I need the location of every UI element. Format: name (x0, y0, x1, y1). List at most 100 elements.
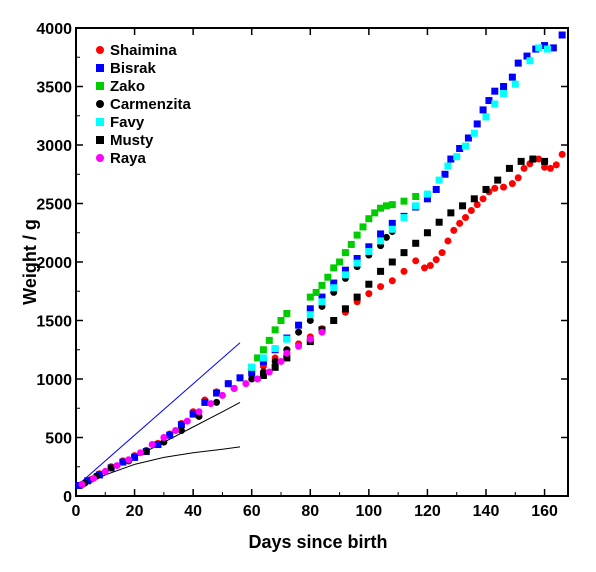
point-bisrak (353, 254, 361, 262)
point-carmenzita (177, 426, 185, 434)
point-raya (230, 384, 238, 392)
point-favy (365, 247, 373, 255)
point-musty (330, 317, 338, 324)
point-bisrak (447, 155, 455, 163)
point-favy (544, 45, 551, 53)
legend-marker-musty (96, 136, 104, 144)
point-zako (306, 293, 314, 301)
point-raya (242, 380, 250, 388)
point-carmenzita (295, 328, 303, 336)
point-musty (271, 363, 279, 371)
point-shaimina (421, 264, 428, 272)
legend-marker-raya (96, 154, 104, 162)
point-bisrak (166, 431, 174, 439)
point-bisrak (523, 52, 531, 60)
point-favy (341, 271, 349, 279)
y-tick-label: 2500 (36, 197, 72, 214)
x-axis-title: Days since birth (248, 532, 387, 552)
point-favy (330, 284, 338, 292)
legend-label-shaimina: Shaimina (110, 42, 177, 59)
y-tick-label: 3000 (36, 138, 72, 155)
point-musty (470, 195, 478, 203)
y-tick-label: 2000 (36, 255, 72, 272)
reference-line-3 (75, 446, 241, 489)
point-bisrak (330, 279, 338, 287)
point-shaimina (541, 163, 549, 171)
point-favy (535, 44, 543, 52)
point-favy (491, 100, 499, 108)
point-zako (318, 281, 326, 289)
point-raya (295, 342, 303, 350)
point-favy (271, 345, 279, 353)
point-bisrak (432, 185, 440, 193)
point-favy (470, 129, 478, 137)
legend-marker-zako (96, 82, 104, 90)
point-musty (400, 249, 408, 257)
point-bisrak (423, 195, 431, 203)
point-carmenzita (306, 317, 314, 324)
point-bisrak (259, 357, 267, 365)
point-raya (90, 474, 98, 482)
point-raya (306, 335, 314, 343)
point-zako (377, 204, 385, 212)
point-shaimina (444, 237, 452, 245)
x-tick-label: 80 (301, 503, 319, 520)
y-tick-label: 1000 (36, 372, 72, 389)
point-shaimina (535, 155, 543, 163)
point-raya (218, 391, 226, 399)
point-shaimina (426, 262, 434, 270)
point-zako (330, 264, 338, 272)
point-shaimina (388, 277, 396, 285)
point-shaimina (412, 257, 420, 265)
point-favy (388, 225, 396, 233)
x-tick-label: 140 (473, 503, 500, 520)
point-musty (259, 371, 267, 379)
point-zako (341, 249, 349, 257)
point-shaimina (456, 219, 464, 227)
point-zako (412, 192, 420, 200)
y-tick-label: 1500 (36, 314, 72, 331)
point-shaimina (432, 256, 440, 264)
point-favy (462, 142, 469, 150)
point-bisrak (318, 293, 326, 301)
point-musty (541, 157, 549, 165)
point-raya (283, 349, 291, 357)
point-bisrak (201, 398, 209, 406)
legend-marker-favy (96, 118, 104, 126)
point-shaimina (473, 201, 481, 209)
point-favy (435, 176, 443, 184)
x-tick-label: 0 (72, 503, 81, 520)
point-favy (500, 90, 508, 98)
point-favy (482, 113, 490, 121)
point-zako (277, 317, 285, 324)
x-tick-label: 60 (243, 503, 261, 520)
point-bisrak (441, 170, 449, 178)
point-favy (423, 190, 431, 198)
legend-label-zako: Zako (110, 78, 145, 95)
point-carmenzita (213, 398, 221, 406)
point-shaimina (520, 164, 528, 172)
point-favy (526, 57, 534, 65)
point-raya (172, 426, 180, 434)
legend-marker-shaimina (96, 46, 104, 54)
y-axis-title: Weight / g (20, 219, 40, 305)
point-musty (517, 157, 525, 165)
point-bisrak (84, 477, 92, 485)
y-tick-label: 500 (45, 431, 72, 448)
point-zako (359, 223, 367, 231)
point-shaimina (546, 164, 554, 172)
point-shaimina (365, 290, 373, 298)
point-bisrak (377, 230, 385, 238)
reference-lines (75, 342, 241, 489)
point-shaimina (500, 183, 508, 191)
point-zako (388, 201, 396, 209)
point-bisrak (119, 458, 127, 466)
point-bisrak (131, 453, 139, 461)
point-shaimina (479, 195, 487, 203)
point-musty (482, 185, 490, 193)
point-zako (371, 209, 379, 217)
point-musty (447, 209, 455, 217)
point-bisrak (491, 87, 499, 95)
axis-ticks: 0 20 40 60 80 100 120 140 160 0 500 1000 1500 2000 250… (36, 21, 568, 520)
point-shaimina (450, 226, 458, 234)
